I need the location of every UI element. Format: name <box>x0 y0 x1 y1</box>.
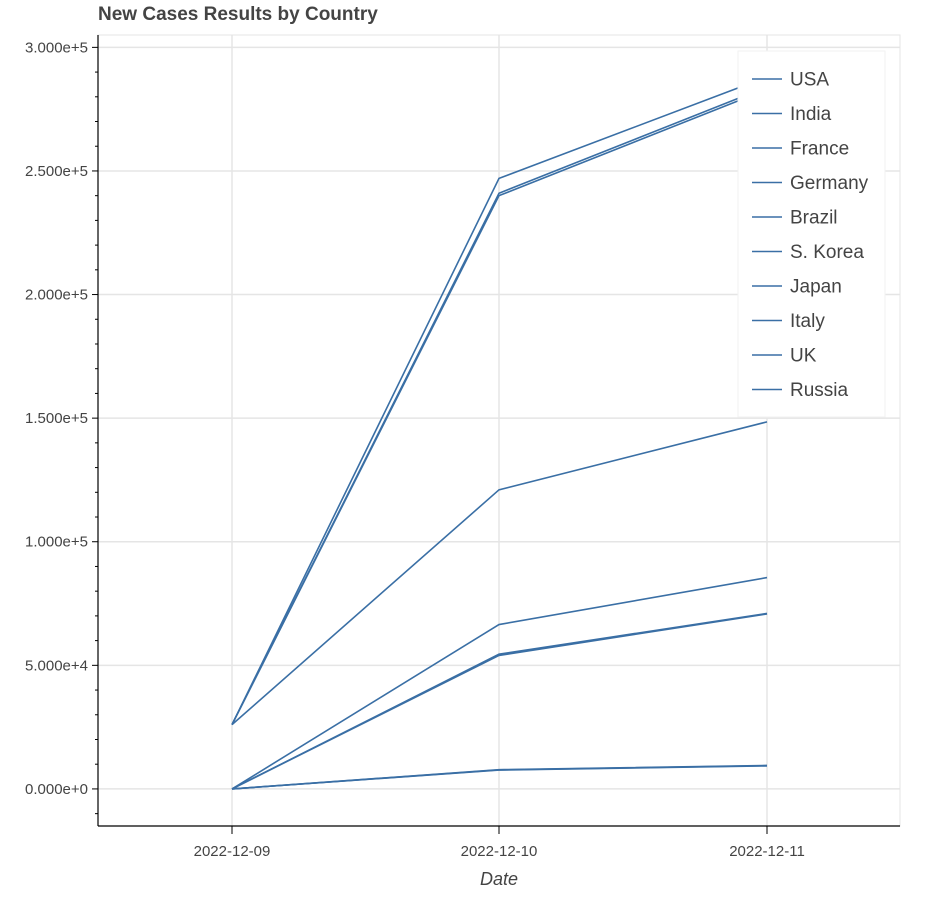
series-line-france <box>231 86 768 726</box>
legend-label: Japan <box>790 277 842 298</box>
series-lines <box>231 76 768 790</box>
y-tick-label: 1.500e+5 <box>25 410 88 427</box>
legend-label: Russia <box>790 380 849 401</box>
legend-label: India <box>790 104 832 125</box>
series-line-russia <box>231 764 768 790</box>
legend-label: UK <box>790 346 817 367</box>
legend-label: S. Korea <box>790 242 864 263</box>
y-tick-label: 0.000e+0 <box>25 781 88 798</box>
axes: 0.000e+0 5.000e+4 1.000e+5 1.500e+5 2.000e+5… <box>25 35 900 860</box>
series-line-japan <box>231 613 768 790</box>
legend-label: France <box>790 139 849 160</box>
series-line-brazil <box>231 576 768 790</box>
y-tick-label: 5.000e+4 <box>25 657 88 674</box>
legend: USA India France Germany Brazil S. Korea Japan… <box>737 50 886 418</box>
legend-label: Germany <box>790 173 869 194</box>
x-tick-label: 2022-12-09 <box>194 843 271 860</box>
x-tick-label: 2022-12-10 <box>461 843 538 860</box>
x-axis-label: Date <box>480 869 518 889</box>
y-tick-label: 2.500e+5 <box>25 163 88 180</box>
y-tick-label: 2.000e+5 <box>25 287 88 304</box>
legend-label: USA <box>790 70 829 91</box>
legend-box <box>737 50 886 418</box>
legend-label: Italy <box>790 311 825 332</box>
chart-title: New Cases Results by Country <box>98 4 378 25</box>
series-line-germany <box>231 421 768 726</box>
y-tick-label: 1.000e+5 <box>25 534 88 551</box>
y-tick-label: 3.000e+5 <box>25 39 88 56</box>
series-line-usa <box>231 76 768 726</box>
legend-label: Brazil <box>790 208 838 229</box>
x-tick-label: 2022-12-11 <box>729 843 805 860</box>
